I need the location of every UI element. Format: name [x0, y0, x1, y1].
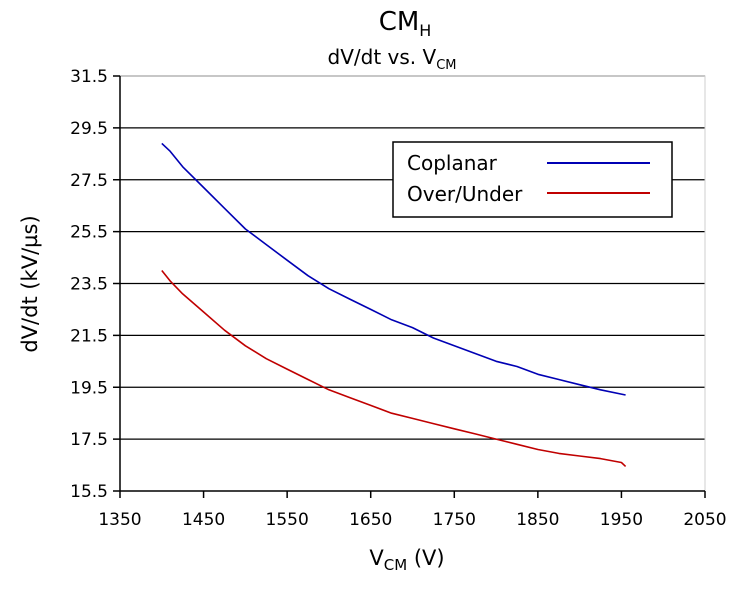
y-tick-label: 17.5 [70, 430, 108, 450]
legend-box [392, 141, 673, 218]
x-tick-label: 1950 [600, 510, 643, 530]
x-tick-label: 1450 [182, 510, 225, 530]
y-tick-label: 19.5 [70, 378, 108, 398]
x-tick-label: 1850 [516, 510, 559, 530]
y-tick-label: 25.5 [70, 223, 108, 243]
y-tick-label: 21.5 [70, 326, 108, 346]
y-axis-title: dV/dt (kV/µs) [18, 215, 42, 352]
y-tick-labels: 15.5 17.5 19.5 21.5 23.5 25.5 27.5 29.5 31.5 [70, 67, 108, 502]
series-line-coplanar [161, 142, 626, 396]
x-tick-label: 2050 [683, 510, 726, 530]
y-tick-label: 27.5 [70, 171, 108, 191]
x-tick-label: 1650 [349, 510, 392, 530]
y-tick-label: 29.5 [70, 119, 108, 139]
y-tick-label: 15.5 [70, 482, 108, 502]
y-tick-label: 31.5 [70, 67, 108, 87]
series-layer [161, 142, 627, 467]
legend-label-coplanar: Coplanar [407, 151, 498, 175]
x-tick-label: 1350 [98, 510, 141, 530]
y-tick-label: 23.5 [70, 275, 108, 295]
x-tick-label: 1550 [266, 510, 309, 530]
chart-subtitle: dV/dt vs. VCM [328, 45, 457, 73]
axes [113, 75, 706, 498]
chart-title: CMH [379, 7, 432, 40]
x-tick-labels: 1350 1450 1550 1650 1750 1850 1950 2050 [98, 510, 726, 530]
series-line-over-under [161, 270, 627, 467]
legend: Coplanar Over/Under [392, 141, 673, 218]
x-axis-title: VCM (V) [369, 546, 444, 574]
x-tick-label: 1750 [433, 510, 476, 530]
legend-label-over-under: Over/Under [407, 182, 523, 206]
grid [120, 75, 705, 440]
